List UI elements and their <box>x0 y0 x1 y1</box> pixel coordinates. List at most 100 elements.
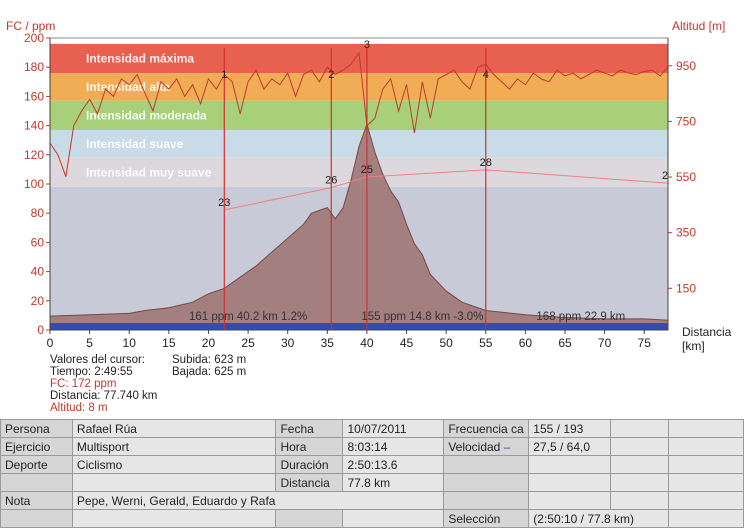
lap-hr-label: 26 <box>325 175 337 187</box>
x-tick-label: 60 <box>519 336 533 350</box>
zone-band <box>50 73 668 101</box>
x-tick-label: 30 <box>281 336 295 350</box>
x-tick-label: 15 <box>162 336 176 350</box>
deporte-value[interactable]: Ciclismo <box>71 455 277 474</box>
zone-band <box>50 100 668 130</box>
exercise-info-table: Persona Rafael Rúa Fecha 10/07/2011 Frec… <box>0 419 744 528</box>
cursor-title: Valores del cursor: <box>50 354 146 366</box>
cursor-climb: Subida: 623 m <box>172 354 247 366</box>
nota-label: Nota <box>0 491 73 510</box>
empty-cell <box>668 509 744 528</box>
y-left-tick-label: 120 <box>24 148 44 162</box>
y-left-tick-label: 100 <box>24 177 44 191</box>
y-left-tick-label: 160 <box>24 89 44 103</box>
y-left-tick-label: 0 <box>37 323 44 337</box>
y-left-tick-label: 40 <box>31 265 45 279</box>
y-left-tick-label: 140 <box>24 119 44 133</box>
x-tick-label: 35 <box>321 336 335 350</box>
y-left-tick-label: 60 <box>31 235 45 249</box>
cursor-fc: FC: 172 ppm <box>50 378 117 390</box>
empty-cell <box>668 455 744 474</box>
empty-cell <box>610 473 670 492</box>
right-axis-title: Altitud [m] <box>672 19 726 33</box>
velocidad-marker-icon: – <box>503 439 511 454</box>
empty-cell <box>668 491 744 510</box>
x-tick-label: 50 <box>439 336 453 350</box>
left-axis-title: FC / ppm <box>6 19 56 33</box>
persona-label: Persona <box>0 419 73 438</box>
empty-cell <box>528 491 612 510</box>
base-bar <box>50 323 668 330</box>
segment-label: 168 ppm 22.9 km <box>536 311 625 323</box>
zone-label: Intensidad suave <box>86 137 184 151</box>
empty-cell <box>668 473 744 492</box>
distancia-label: Distancia <box>275 473 344 492</box>
empty-cell <box>610 437 670 456</box>
cursor-distance: Distancia: 77.740 km <box>50 390 158 402</box>
fecha-value[interactable]: 10/07/2011 <box>342 419 445 438</box>
duracion-value: 2:50:13.6 <box>342 455 445 474</box>
empty-cell <box>71 509 277 528</box>
empty-cell <box>71 473 277 492</box>
x-tick-label: 65 <box>558 336 572 350</box>
deporte-label: Deporte <box>0 455 73 474</box>
velocidad-label-cell: Velocidad – <box>443 437 530 456</box>
y-right-tick-label: 350 <box>676 226 696 240</box>
y-left-tick-label: 180 <box>24 60 44 74</box>
y-right-tick-label: 750 <box>676 114 696 128</box>
zone-label: Intensidad máxima <box>86 51 194 65</box>
y-right-tick-label: 950 <box>676 59 696 73</box>
lap-number: 1 <box>221 69 227 81</box>
y-left-tick-label: 20 <box>31 294 45 308</box>
empty-cell <box>443 491 530 510</box>
cursor-climb-block: Subida: 623 m Bajada: 625 m <box>172 354 246 378</box>
cursor-descent: Bajada: 625 m <box>172 366 247 378</box>
x-tick-label: 75 <box>638 336 652 350</box>
x-axis-title-text: Distancia <box>682 325 732 339</box>
x-axis-unit: [km] <box>682 339 705 353</box>
lap-hr-label: 28 <box>480 157 492 169</box>
segment-label: 155 ppm 14.8 km -3.0% <box>361 311 483 323</box>
duracion-label: Duración <box>275 455 344 474</box>
empty-cell <box>668 437 744 456</box>
empty-cell <box>443 473 530 492</box>
end-label: 2 <box>662 170 668 182</box>
persona-value[interactable]: Rafael Rúa <box>71 419 277 438</box>
empty-cell <box>610 419 670 438</box>
lap-number: 3 <box>364 39 370 51</box>
x-tick-label: 5 <box>86 336 93 350</box>
segment-label: 161 ppm 40.2 km 1.2% <box>189 311 307 323</box>
empty-cell <box>610 491 670 510</box>
seleccion-label: Selección <box>443 509 530 528</box>
ejercicio-value[interactable]: Multisport <box>71 437 277 456</box>
empty-cell <box>668 419 744 438</box>
x-tick-label: 55 <box>479 336 493 350</box>
hora-value: 8:03:14 <box>342 437 445 456</box>
lap-number: 4 <box>483 69 489 81</box>
empty-cell <box>528 473 612 492</box>
cursor-time: Tiempo: 2:49:55 <box>50 366 133 378</box>
fecha-label: Fecha <box>275 419 344 438</box>
altitude-area <box>49 122 669 331</box>
nota-value[interactable]: Pepe, Werni, Gerald, Eduardo y Rafa <box>71 491 445 510</box>
cursor-altitude: Altitud: 8 m <box>50 402 108 414</box>
zone-band <box>50 43 668 74</box>
lap-number: 2 <box>328 69 334 81</box>
velocidad-value: 27,5 / 64,0 <box>528 437 612 456</box>
empty-cell <box>610 455 670 474</box>
empty-cell <box>0 473 73 492</box>
heart-rate-line <box>49 51 669 177</box>
frecuencia-label: Frecuencia ca <box>443 419 530 438</box>
frecuencia-value: 155 / 193 <box>528 419 612 438</box>
empty-cell <box>443 455 530 474</box>
x-tick-label: 10 <box>123 336 137 350</box>
empty-cell <box>528 455 612 474</box>
y-left-tick-label: 80 <box>31 206 45 220</box>
seleccion-value: (2:50:10 / 77.8 km) <box>528 509 670 528</box>
x-tick-label: 0 <box>47 336 54 350</box>
y-right-tick-label: 550 <box>676 170 696 184</box>
lap-hr-label: 23 <box>218 197 230 209</box>
x-tick-label: 20 <box>202 336 216 350</box>
cursor-values: Valores del cursor: Tiempo: 2:49:55 FC: … <box>50 354 157 414</box>
